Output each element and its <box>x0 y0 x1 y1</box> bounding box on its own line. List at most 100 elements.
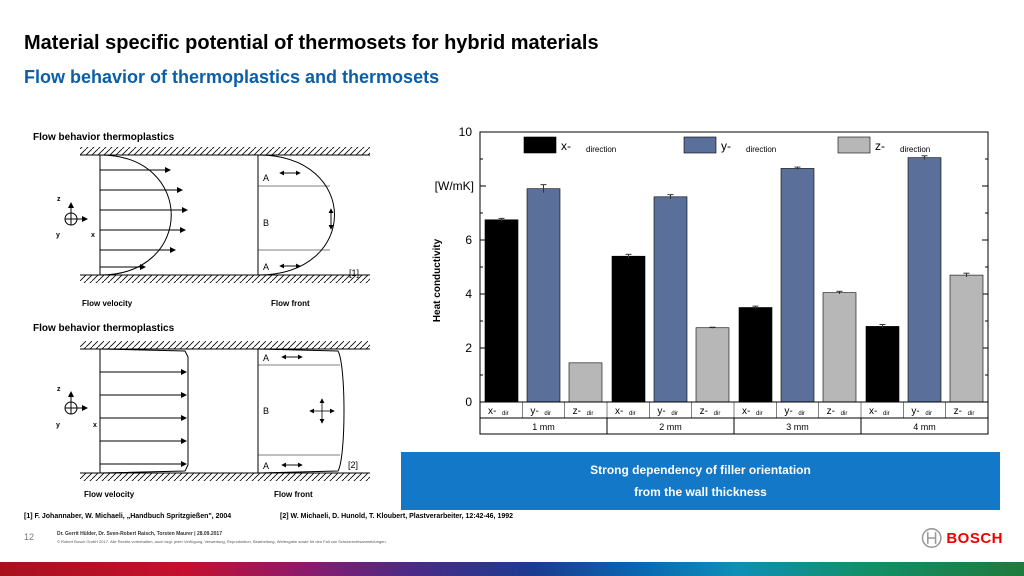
category-sublabel: dir <box>714 411 721 417</box>
bar <box>780 168 815 403</box>
top-ref: [1] <box>349 268 359 278</box>
page-number: 12 <box>24 532 35 542</box>
bottom-label-velocity: Flow velocity <box>84 490 135 499</box>
top-axis-z: z <box>57 196 61 203</box>
category-sublabel: dir <box>502 411 509 417</box>
legend-swatch <box>523 136 557 154</box>
conclusion-callout: Strong dependency of filler orientation … <box>401 452 1000 510</box>
bottom-ref: [2] <box>348 460 358 470</box>
category-sublabel: dir <box>629 411 636 417</box>
category-sublabel: dir <box>841 411 848 417</box>
bar <box>907 157 942 403</box>
bottom-zone-b: B <box>263 406 269 416</box>
y-tick-label: 0 <box>465 395 472 409</box>
bar <box>865 326 900 403</box>
top-axis-y: y <box>56 232 60 239</box>
category-label: x- <box>615 406 623 417</box>
bottom-velocity-profile <box>99 348 189 474</box>
top-zone-a1: A <box>263 173 269 183</box>
top-label-velocity: Flow velocity <box>82 299 133 308</box>
category-label: z- <box>700 406 708 417</box>
legend-sublabel: direction <box>900 145 930 154</box>
bosch-logo: BOSCH <box>921 526 1003 550</box>
y-tick-label: 4 <box>465 287 472 301</box>
group-label: 1 mm <box>532 422 555 432</box>
bottom-wall-lower <box>80 473 370 481</box>
top-zone-a2: A <box>263 262 269 272</box>
category-sublabel: dir <box>587 411 594 417</box>
bar <box>653 196 688 403</box>
category-label: y- <box>784 406 792 417</box>
bar <box>568 362 603 403</box>
category-label: z- <box>827 406 835 417</box>
bar <box>526 188 561 403</box>
category-label: x- <box>869 406 877 417</box>
footer-copyright: © Robert Bosch GmbH 2017. Alle Rechte vo… <box>57 539 387 544</box>
reference-1: [1] F. Johannaber, W. Michaeli, „Handbuc… <box>24 513 232 520</box>
top-axis-symbol <box>64 202 88 226</box>
bottom-axis-y: y <box>56 422 60 429</box>
bottom-label-front: Flow front <box>274 490 313 499</box>
bar <box>611 255 646 403</box>
category-sublabel: dir <box>756 411 763 417</box>
bottom-axis-x: x <box>93 422 97 429</box>
bar <box>738 307 773 403</box>
bar <box>949 274 984 403</box>
bar <box>484 219 519 403</box>
legend-swatch <box>683 136 717 154</box>
page-title: Material specific potential of thermoset… <box>24 32 599 54</box>
legend-label: y- <box>721 139 731 153</box>
legend-label: x- <box>561 139 571 153</box>
bottom-zone-a2: A <box>263 461 269 471</box>
category-label: z- <box>954 406 962 417</box>
y-tick-label: 6 <box>465 233 472 247</box>
flow-diagrams: Flow behavior thermoplastics A B A [1] z… <box>33 132 370 499</box>
legend-swatch <box>837 136 871 154</box>
footer-authors: Dr. Gerrit Hülder, Dr. Sven-Robert Raisc… <box>57 531 222 537</box>
top-zone-b: B <box>263 218 269 228</box>
top-diagram-heading: Flow behavior thermoplastics <box>33 132 175 143</box>
callout-line-2: from the wall thickness <box>634 485 767 499</box>
bottom-flow-front <box>257 348 345 474</box>
bosch-armature-icon <box>921 528 942 548</box>
group-label: 4 mm <box>913 422 936 432</box>
category-label: z- <box>573 406 581 417</box>
group-label: 2 mm <box>659 422 682 432</box>
bar <box>822 292 857 403</box>
page-subtitle: Flow behavior of thermoplastics and ther… <box>24 67 440 87</box>
category-sublabel: dir <box>671 411 678 417</box>
y-tick-label: 2 <box>465 341 472 355</box>
category-label: y- <box>911 406 919 417</box>
top-velocity-profile <box>99 154 172 276</box>
reference-2: [2] W. Michaeli, D. Hunold, T. Kloubert,… <box>280 513 514 520</box>
category-label: y- <box>530 406 538 417</box>
legend-sublabel: direction <box>746 145 776 154</box>
top-wall-upper <box>80 147 370 155</box>
bar <box>695 327 730 403</box>
category-label: x- <box>488 406 496 417</box>
legend-sublabel: direction <box>586 145 616 154</box>
bottom-axis-z: z <box>57 386 61 393</box>
bottom-diagram-heading: Flow behavior thermoplastics <box>33 323 175 334</box>
group-label: 3 mm <box>786 422 809 432</box>
category-sublabel: dir <box>883 411 890 417</box>
category-label: y- <box>657 406 665 417</box>
bottom-axis-symbol <box>64 391 88 415</box>
category-sublabel: dir <box>925 411 932 417</box>
top-flow-front <box>257 154 335 276</box>
y-unit-label: [W/mK] <box>435 179 474 193</box>
brand-name: BOSCH <box>946 529 1003 547</box>
y-tick-label: 10 <box>459 125 473 139</box>
category-sublabel: dir <box>544 411 551 417</box>
category-label: x- <box>742 406 750 417</box>
category-sublabel: dir <box>798 411 805 417</box>
bottom-wall-upper <box>80 341 370 349</box>
top-wall-lower <box>80 275 370 283</box>
y-axis-label: Heat conductivity <box>432 238 443 322</box>
callout-line-1: Strong dependency of filler orientation <box>590 463 811 477</box>
top-axis-x: x <box>91 232 95 239</box>
top-label-front: Flow front <box>271 299 310 308</box>
bottom-zone-a1: A <box>263 353 269 363</box>
brand-stripe <box>0 562 1024 576</box>
